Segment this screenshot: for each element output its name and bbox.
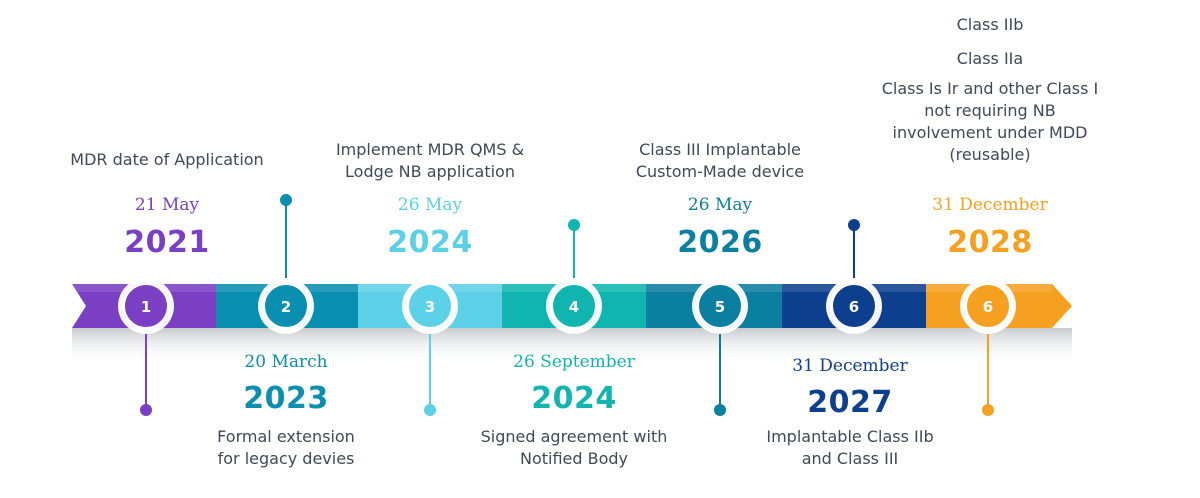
milestone-year: 2021 (124, 225, 210, 260)
description-line: Class Is Ir and other Class I (881, 79, 1099, 98)
marker-circle (124, 284, 168, 328)
connector-dot (714, 404, 726, 416)
milestone-date: 31 December (792, 356, 908, 376)
connector-dot (568, 219, 580, 231)
milestone-description: MDR date of Application (0, 149, 367, 171)
marker-number: 4 (569, 298, 579, 316)
marker-circle (832, 284, 876, 328)
milestone-year: 2027 (807, 385, 893, 420)
marker-number: 3 (425, 298, 435, 316)
marker-circle-border (407, 283, 453, 329)
milestone-date: 31 December (932, 195, 1048, 215)
description-line: Class IIa (956, 49, 1024, 68)
marker-circle-border (263, 283, 309, 329)
marker-circle (552, 284, 596, 328)
milestone-year: 2023 (243, 381, 329, 416)
marker-number: 5 (715, 298, 725, 316)
description-line: for legacy devies (217, 449, 355, 468)
marker-circle (698, 284, 742, 328)
milestone-year: 2024 (387, 225, 473, 260)
marker-number: 1 (141, 298, 151, 316)
milestone-description: Implantable Class IIb and Class III (650, 426, 1050, 470)
description-line: Implantable Class IIb (766, 427, 934, 446)
description-line: involvement under MDD (892, 123, 1088, 142)
description-line: not requiring NB (924, 101, 1056, 120)
marker-number: 2 (281, 298, 291, 316)
connector-dot (140, 404, 152, 416)
milestone-year: 2026 (677, 225, 763, 260)
marker-circle-border (965, 283, 1011, 329)
marker-circle (264, 284, 308, 328)
milestone-year: 2024 (531, 381, 617, 416)
connector-dot (982, 404, 994, 416)
marker-number: 6 (849, 298, 859, 316)
milestone-description: Class III Implantable Custom-Made device (520, 139, 920, 183)
description-line: (reusable) (949, 145, 1031, 164)
description-line: Notified Body (519, 449, 629, 468)
milestone-description: Signed agreement with Notified Body (374, 426, 774, 470)
description-line: Class III Implantable (639, 140, 801, 159)
connector-dot (280, 194, 292, 206)
marker-circle-border (551, 283, 597, 329)
description-line: Custom-Made device (635, 162, 805, 181)
description-line: Lodge NB application (345, 162, 515, 181)
milestone-description: Implement MDR QMS & Lodge NB application (230, 139, 630, 183)
marker-number: 6 (983, 298, 993, 316)
connector-dot (424, 404, 436, 416)
milestone-date: 20 March (244, 352, 328, 372)
milestone-date: 26 May (397, 195, 463, 215)
description-line: Formal extension (217, 427, 355, 446)
bar-shadow (72, 328, 1072, 364)
marker-circle-border (697, 283, 743, 329)
milestone-date: 26 September (513, 352, 635, 372)
connector-dot (848, 219, 860, 231)
description-line: Class IIb (956, 15, 1024, 34)
marker-circle (966, 284, 1010, 328)
milestone-date: 21 May (134, 195, 200, 215)
marker-circle-border (831, 283, 877, 329)
milestone-date: 26 May (687, 195, 753, 215)
description-line: Implement MDR QMS & (335, 140, 525, 159)
marker-circle-border (123, 283, 169, 329)
milestone-year: 2028 (947, 225, 1033, 260)
description-line: Signed agreement with (480, 427, 668, 446)
description-line: and Class III (801, 449, 899, 468)
marker-circle (408, 284, 452, 328)
milestone-description: Class IIb Class IIa Class Is Ir and other … (790, 14, 1190, 166)
description-line: MDR date of Application (70, 150, 264, 169)
milestone-description: Formal extension for legacy devies (86, 426, 486, 470)
